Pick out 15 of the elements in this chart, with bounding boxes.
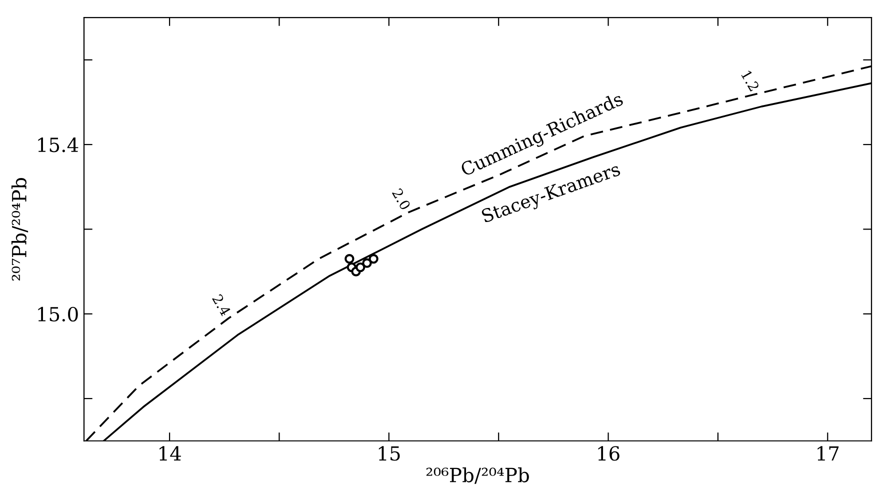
y-axis-title: ²⁰⁷Pb/²⁰⁴Pb [11, 178, 28, 281]
point [356, 262, 366, 272]
x-tick-label: 15 [378, 446, 400, 461]
x-tick-label: 14 [160, 446, 181, 461]
y-tick-label: 15.0 [38, 306, 78, 322]
y-tick-label: 15.4 [38, 137, 78, 152]
x-tick-label: 17 [818, 446, 839, 461]
x-axis-title: ²⁰⁶Pb/²⁰⁴Pb [426, 467, 529, 484]
point [344, 254, 354, 264]
annotation: 1.2 [740, 70, 760, 92]
point [362, 258, 372, 268]
point [368, 254, 378, 264]
annotation: 2.4 [212, 294, 232, 317]
annotation: 2.0 [392, 188, 411, 211]
x-tick-label: 16 [598, 446, 620, 461]
